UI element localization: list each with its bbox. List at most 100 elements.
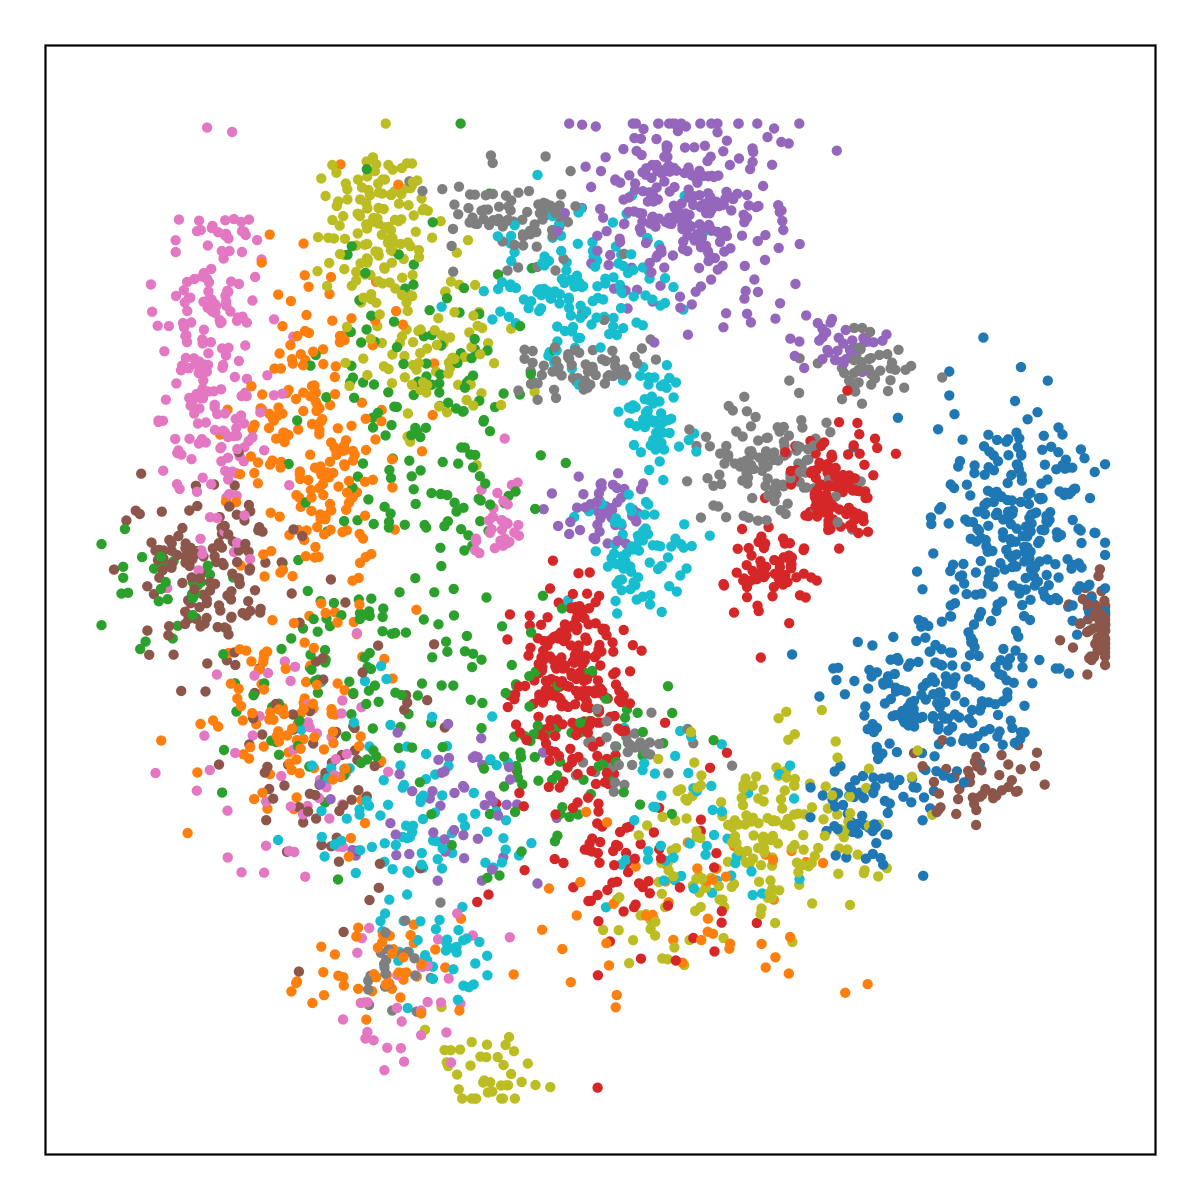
scatter-point-series-1 [557,943,568,955]
scatter-point-series-3 [849,473,860,484]
scatter-point-series-4 [439,766,450,777]
scatter-point-series-6 [300,871,311,882]
scatter-point-series-6 [194,356,205,367]
scatter-point-series-9 [628,264,639,276]
scatter-point-series-9 [639,758,650,769]
scatter-point-series-3 [550,809,561,820]
scatter-point-series-3 [659,717,671,728]
scatter-point-series-8 [342,194,353,205]
scatter-point-series-1 [299,270,310,281]
scatter-point-series-9 [468,979,479,990]
scatter-point-series-2 [433,619,444,630]
scatter-point-series-6 [208,386,219,397]
scatter-point-series-2 [394,587,405,598]
scatter-point-series-9 [670,750,681,762]
scatter-point-series-5 [967,792,978,803]
scatter-point-series-1 [353,983,364,994]
scatter-point-series-7 [446,240,457,252]
scatter-point-series-2 [529,751,540,763]
scatter-point-series-3 [601,767,612,779]
scatter-point-series-8 [495,1080,507,1091]
scatter-point-series-2 [385,508,396,519]
scatter-point-series-3 [852,417,863,429]
scatter-point-series-2 [427,217,438,228]
scatter-point-series-6 [189,408,200,419]
scatter-point-series-3 [812,511,823,522]
scatter-point-series-8 [675,784,687,795]
scatter-point-series-1 [610,1002,621,1013]
scatter-point-series-1 [306,492,317,503]
scatter-point-series-7 [636,343,648,354]
scatter-point-series-9 [655,380,667,392]
scatter-point-series-3 [510,719,522,730]
scatter-point-series-2 [419,519,430,531]
scatter-point-series-5 [369,760,380,772]
scatter-point-series-9 [613,406,624,417]
scatter-point-series-9 [382,799,394,810]
scatter-point-series-3 [655,853,667,864]
scatter-point-series-8 [351,266,362,278]
scatter-point-series-7 [801,454,812,466]
scatter-point-series-5 [1099,659,1111,671]
scatter-point-series-3 [544,651,556,662]
scatter-point-series-0 [1010,645,1021,656]
scatter-point-series-1 [285,295,297,307]
scatter-point-series-0 [1002,692,1013,703]
scatter-point-series-7 [569,344,581,356]
scatter-point-series-9 [478,286,489,297]
scatter-point-series-9 [359,675,371,687]
scatter-point-series-6 [262,370,273,381]
scatter-point-series-6 [383,766,394,777]
scatter-point-series-4 [704,250,715,262]
scatter-point-series-6 [197,338,208,349]
scatter-point-series-4 [680,121,692,132]
scatter-point-series-8 [383,363,394,375]
scatter-point-series-8 [468,310,479,321]
scatter-point-series-3 [587,741,599,752]
scatter-point-series-1 [692,863,703,874]
scatter-point-series-0 [879,698,891,709]
scatter-point-series-3 [814,500,825,511]
scatter-point-series-0 [878,677,889,688]
scatter-point-series-7 [512,262,524,273]
scatter-point-series-6 [395,1043,407,1054]
scatter-point-series-5 [1074,618,1086,630]
scatter-point-series-9 [648,434,659,445]
scatter-point-series-7 [517,214,528,225]
scatter-point-series-6 [268,390,280,401]
scatter-point-series-1 [862,979,873,990]
scatter-point-series-2 [442,646,453,657]
scatter-point-series-1 [284,758,295,769]
scatter-point-series-4 [840,324,851,336]
scatter-point-series-2 [359,652,370,663]
scatter-point-series-0 [974,705,986,716]
scatter-point-series-7 [713,501,724,512]
scatter-point-series-3 [549,746,561,757]
scatter-point-series-9 [649,768,661,779]
scatter-point-series-8 [508,1046,520,1057]
scatter-point-series-8 [413,252,425,263]
scatter-point-series-6 [368,1035,379,1046]
scatter-point-series-9 [375,660,387,672]
scatter-point-series-4 [532,878,543,889]
scatter-point-series-8 [748,830,759,841]
scatter-point-series-0 [924,646,935,657]
scatter-point-series-6 [283,845,295,857]
scatter-point-series-0 [1070,483,1081,494]
scatter-point-series-4 [740,285,751,297]
scatter-point-series-0 [978,441,990,452]
scatter-point-series-7 [695,512,707,523]
scatter-point-series-3 [868,470,879,481]
scatter-point-series-8 [786,843,798,854]
scatter-point-series-1 [298,405,309,417]
scatter-point-series-0 [1029,560,1040,572]
scatter-point-series-7 [855,344,866,355]
scatter-point-series-6 [243,436,254,447]
scatter-point-series-8 [475,349,486,360]
scatter-point-series-4 [629,132,640,144]
scatter-point-series-4 [538,504,549,515]
scatter-point-series-6 [205,479,217,490]
scatter-point-series-2 [283,458,294,470]
scatter-point-series-4 [559,208,571,219]
scatter-point-series-0 [1012,442,1024,453]
